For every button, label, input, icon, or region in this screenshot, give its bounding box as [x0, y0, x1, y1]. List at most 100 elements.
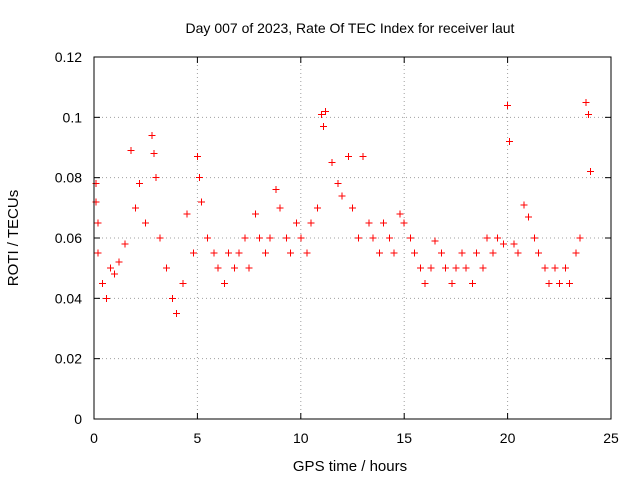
data-point [479, 264, 487, 272]
data-point [411, 249, 419, 257]
data-point [421, 279, 429, 287]
data-point [224, 249, 232, 257]
data-point [458, 249, 466, 257]
data-point [111, 270, 119, 278]
data-point [400, 219, 408, 227]
data-point [286, 249, 294, 257]
data-point [473, 249, 481, 257]
data-point [510, 240, 518, 248]
data-point [437, 249, 445, 257]
data-point [115, 258, 123, 266]
data-point [520, 201, 528, 209]
data-point [262, 249, 270, 257]
data-point [94, 219, 102, 227]
data-point [303, 249, 311, 257]
data-point [355, 234, 363, 242]
data-point [499, 240, 507, 248]
data-point [338, 192, 346, 200]
data-point [195, 174, 203, 182]
data-point [452, 264, 460, 272]
data-point [417, 264, 425, 272]
data-point [220, 279, 228, 287]
data-point [535, 249, 543, 257]
data-point [272, 186, 280, 194]
data-point [102, 294, 110, 302]
data-point [431, 237, 439, 245]
data-point [462, 264, 470, 272]
data-point [442, 264, 450, 272]
data-point [193, 153, 201, 161]
data-point [127, 147, 135, 155]
data-point [98, 279, 106, 287]
data-point [173, 309, 181, 317]
data-point [545, 279, 553, 287]
data-point [555, 279, 563, 287]
data-point [551, 264, 559, 272]
data-point [406, 234, 414, 242]
data-point [266, 234, 274, 242]
y-tick-label: 0.06 [55, 230, 82, 246]
data-point [365, 219, 373, 227]
data-point [297, 234, 305, 242]
data-point [107, 264, 115, 272]
y-tick-label: 0.02 [55, 351, 82, 367]
data-point [317, 110, 325, 118]
data-point [235, 249, 243, 257]
x-axis-title: GPS time / hours [293, 458, 407, 475]
data-point [328, 159, 336, 167]
data-point [386, 234, 394, 242]
data-point [349, 204, 356, 212]
data-point [135, 180, 143, 188]
data-point [322, 107, 330, 115]
data-point [169, 294, 177, 302]
data-point [156, 234, 164, 242]
data-point [142, 219, 150, 227]
data-point [359, 153, 367, 161]
data-point [204, 234, 212, 242]
data-point [241, 234, 249, 242]
data-point [334, 180, 342, 188]
data-point [210, 249, 218, 257]
y-tick-label: 0.04 [55, 290, 82, 306]
data-point [245, 264, 253, 272]
data-point [179, 279, 187, 287]
data-point [189, 249, 197, 257]
data-point [489, 249, 497, 257]
data-point [506, 137, 514, 145]
data-point [307, 219, 315, 227]
data-point [293, 219, 301, 227]
data-point [541, 264, 549, 272]
chart-title: Day 007 of 2023, Rate Of TEC Index for r… [186, 20, 515, 36]
data-point [586, 168, 594, 176]
data-point [183, 210, 191, 218]
y-axis-title: ROTI / TECUs [5, 190, 22, 286]
data-point [562, 264, 570, 272]
data-point [282, 234, 290, 242]
data-point [514, 249, 522, 257]
data-point [582, 98, 590, 106]
data-point [369, 234, 377, 242]
data-point [572, 249, 580, 257]
data-point [380, 219, 388, 227]
data-point [131, 204, 139, 212]
y-tick-label: 0 [74, 411, 82, 427]
data-point [94, 249, 102, 257]
data-point [148, 131, 156, 139]
data-point [584, 110, 592, 118]
data-point [320, 122, 328, 130]
data-point [276, 204, 284, 212]
axis-tick-labels: 0 5 10 15 20 25 0 0.02 0.04 0.06 0.08 0.1 0.12 [55, 49, 619, 446]
x-tick-label: 10 [293, 430, 309, 446]
x-tick-label: 5 [194, 430, 202, 446]
data-point [504, 101, 512, 109]
data-point [468, 279, 476, 287]
x-tick-label: 25 [603, 430, 619, 446]
x-tick-label: 0 [90, 430, 98, 446]
y-tick-label: 0.1 [63, 109, 83, 125]
data-point [427, 264, 435, 272]
data-point [251, 210, 259, 218]
data-point [162, 264, 170, 272]
data-point [493, 234, 501, 242]
data-point [576, 234, 584, 242]
